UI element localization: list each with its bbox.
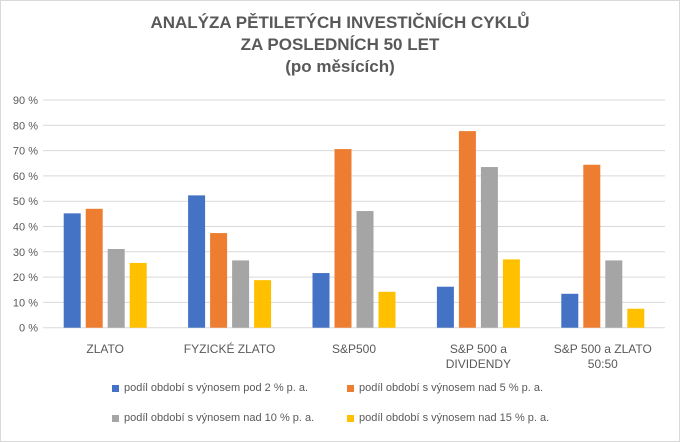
legend-swatch (112, 414, 119, 422)
x-tick-label: S&P 500 a (450, 342, 507, 356)
bar-4-1 (583, 164, 601, 328)
y-tick-label: 10 % (13, 297, 38, 309)
bar-4-3 (627, 308, 645, 328)
bar-0-1 (85, 208, 103, 328)
legend-swatch (112, 384, 119, 392)
bar-1-3 (254, 280, 272, 328)
legend-swatch (347, 414, 354, 422)
y-tick-label: 90 % (13, 95, 38, 107)
x-tick-label: S&P 500 a ZLATO (554, 342, 652, 356)
y-tick-label: 50 % (13, 196, 38, 208)
y-tick-label: 40 % (13, 222, 38, 234)
bar-2-1 (334, 149, 352, 328)
bar-1-1 (210, 233, 228, 328)
bar-2-3 (378, 291, 396, 328)
x-tick-label: S&P500 (332, 342, 376, 356)
bar-3-0 (436, 286, 454, 328)
x-tick-label: DIVIDENDY (446, 357, 511, 371)
bar-1-0 (188, 195, 206, 328)
x-tick-label: FYZICKÉ ZLATO (184, 341, 276, 356)
bar-1-2 (232, 260, 250, 328)
legend-item-3: podíl období s výnosem nad 15 % p. a. (347, 412, 549, 424)
bar-3-3 (502, 259, 520, 328)
legend-label: podíl období s výnosem pod 2 % p. a. (124, 382, 309, 394)
bar-0-2 (107, 249, 125, 328)
legend-label: podíl období s výnosem nad 5 % p. a. (359, 382, 544, 394)
y-tick-label: 60 % (13, 171, 38, 183)
bar-2-0 (312, 273, 330, 328)
legend-item-0: podíl období s výnosem pod 2 % p. a. (112, 382, 308, 394)
legend-item-1: podíl období s výnosem nad 5 % p. a. (347, 382, 543, 394)
bar-3-2 (480, 167, 498, 328)
title-line-3: (po měsících) (285, 57, 395, 76)
y-tick-label: 70 % (13, 146, 38, 158)
bar-2-2 (356, 211, 374, 328)
chart-title: ANALÝZA PĚTILETÝCH INVESTIČNÍCH CYKLŮ ZA… (0, 12, 680, 78)
legend-label: podíl období s výnosem nad 10 % p. a. (124, 412, 315, 424)
bar-4-0 (561, 293, 579, 328)
bar-4-2 (605, 260, 623, 328)
legend-swatch (347, 384, 354, 392)
bar-3-1 (458, 131, 476, 328)
legend-label: podíl období s výnosem nad 15 % p. a. (359, 412, 550, 424)
y-tick-label: 30 % (13, 247, 38, 259)
legend-item-2: podíl období s výnosem nad 10 % p. a. (112, 412, 314, 424)
bar-0-0 (63, 213, 81, 328)
y-tick-label: 80 % (13, 120, 38, 132)
x-tick-label: ZLATO (86, 342, 124, 356)
x-tick-label: 50:50 (588, 357, 618, 371)
title-line-2: ZA POSLEDNÍCH 50 LET (240, 35, 440, 54)
title-line-1: ANALÝZA PĚTILETÝCH INVESTIČNÍCH CYKLŮ (150, 13, 530, 32)
y-tick-label: 0 % (19, 323, 38, 335)
bar-0-3 (129, 262, 147, 328)
y-tick-label: 20 % (13, 272, 38, 284)
